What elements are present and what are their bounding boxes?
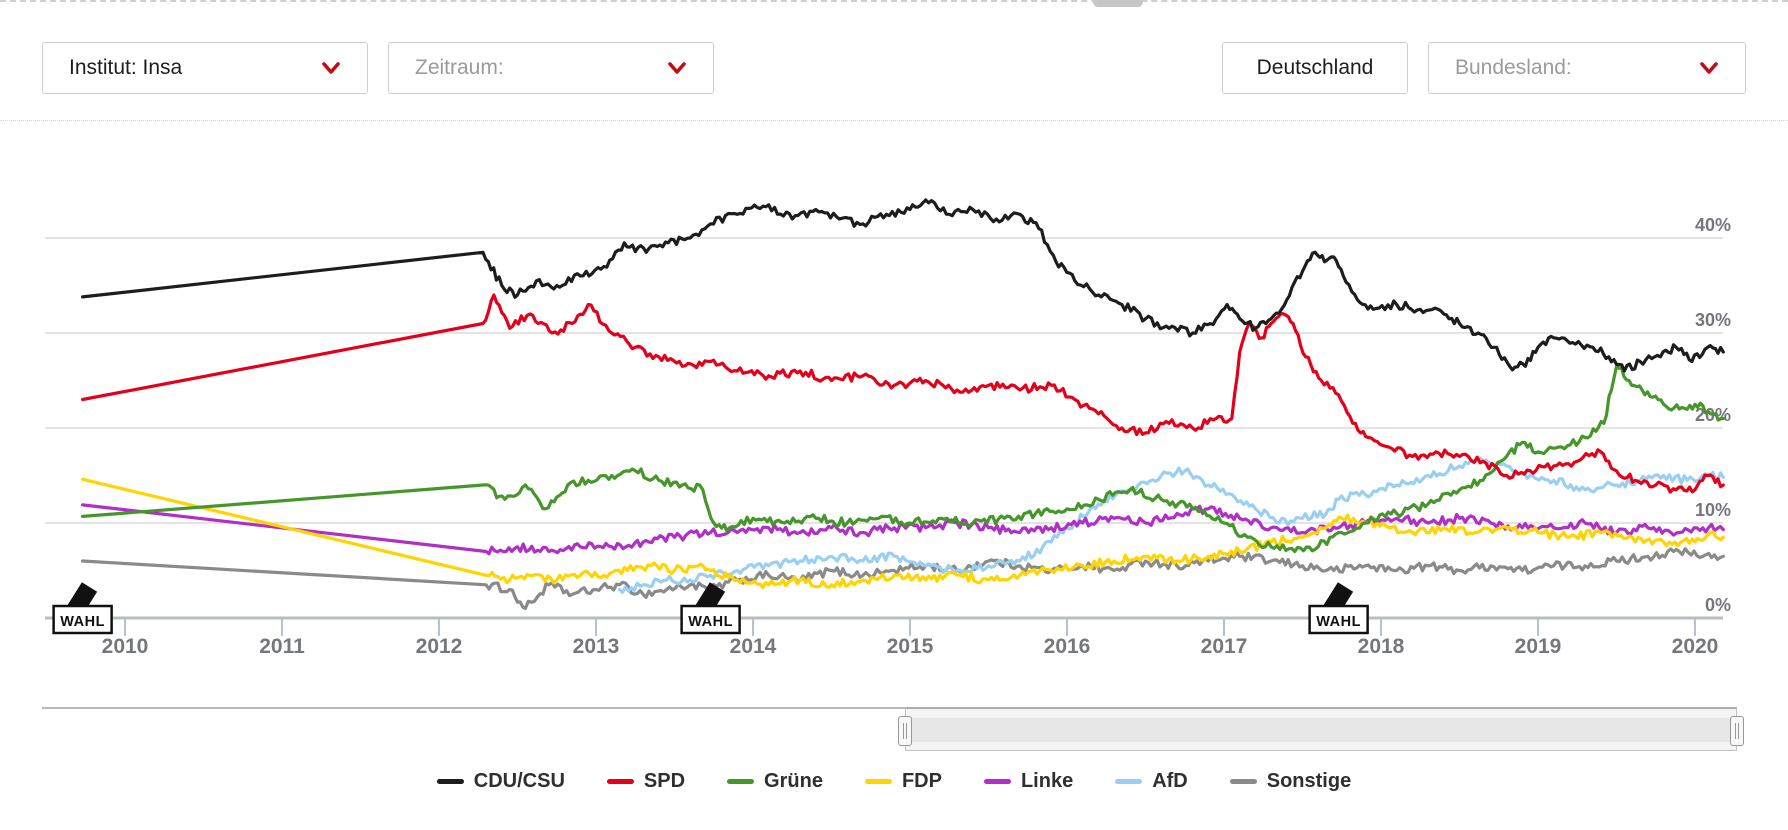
timeline-slider-track[interactable] (42, 707, 905, 709)
legend-item-cducsu[interactable]: CDU/CSU (436, 770, 565, 793)
x-tick-label: 2018 (1358, 635, 1405, 658)
series-line-fdp[interactable] (81, 477, 1725, 590)
series-line-spd[interactable] (81, 293, 1725, 494)
legend-label: AfD (1152, 770, 1188, 792)
top-cutoff-tab (1093, 0, 1143, 7)
wahl-marker-label: WAHL (60, 614, 105, 630)
x-tick-label: 2014 (730, 635, 777, 658)
series-line-sonstige[interactable] (81, 547, 1725, 611)
deutschland-button[interactable]: Deutschland (1222, 42, 1408, 94)
deutschland-button-label: Deutschland (1256, 56, 1374, 79)
bundesland-dropdown-placeholder: Bundesland: (1455, 56, 1572, 79)
wahl-election-marker: WAHL (1308, 582, 1369, 635)
wahl-election-marker: WAHL (52, 582, 113, 635)
wahl-marker-label: WAHL (688, 614, 733, 630)
x-tick-label: 2019 (1515, 635, 1562, 658)
legend-item-afd[interactable]: AfD (1115, 770, 1188, 793)
legend-item-fdp[interactable]: FDP (864, 770, 942, 793)
party-legend: CDU/CSU SPD Grüne FDP Linke AfD Sonstige (0, 770, 1788, 793)
wahl-marker-box (680, 604, 741, 635)
timeline-slider-left-handle[interactable] (898, 716, 912, 746)
institut-dropdown[interactable]: Institut: Insa (42, 42, 368, 94)
y-tick-label: 10% (1695, 500, 1731, 520)
x-tick-label: 2012 (416, 635, 463, 658)
x-tick-label: 2020 (1672, 635, 1719, 658)
x-tick-label: 2015 (887, 635, 934, 658)
legend-label: Sonstige (1266, 770, 1352, 792)
x-tick-label: 2013 (573, 635, 620, 658)
x-tick-label: 2010 (102, 635, 149, 658)
chevron-down-icon (322, 62, 340, 74)
bundesland-dropdown[interactable]: Bundesland: (1428, 42, 1746, 94)
x-tick-label: 2017 (1201, 635, 1248, 658)
y-tick-label: 40% (1695, 215, 1731, 235)
legend-label: SPD (643, 770, 686, 792)
series-line-linke[interactable] (81, 503, 1725, 556)
legend-label: Linke (1020, 770, 1074, 792)
legend-color-dash (727, 779, 755, 784)
y-tick-label: 0% (1705, 595, 1731, 615)
wahl-marker-label: WAHL (1316, 614, 1361, 630)
x-tick-label: 2016 (1044, 635, 1091, 658)
chevron-down-icon (668, 62, 686, 74)
legend-item-sonstige[interactable]: Sonstige (1229, 770, 1352, 793)
poll-line-chart: 40%30%20%10%0%2010 2011 2012 2013 2014 2015 20… (45, 198, 1731, 658)
legend-color-dash (983, 779, 1011, 784)
timeline-slider-band (906, 718, 1736, 742)
top-cutoff-dashed-border (0, 0, 1788, 2)
wahl-marker-box (1308, 604, 1369, 635)
timeline-slider-right-handle[interactable] (1730, 716, 1744, 746)
legend-color-dash (436, 779, 464, 784)
legend-color-dash (606, 779, 634, 784)
zeitraum-dropdown-placeholder: Zeitraum: (415, 56, 504, 79)
series-line-afd[interactable] (618, 456, 1725, 594)
series-line-cducsu[interactable] (81, 198, 1725, 373)
legend-label: CDU/CSU (473, 770, 565, 792)
legend-item-grne[interactable]: Grüne (727, 770, 823, 793)
legend-color-dash (864, 779, 892, 784)
y-tick-label: 30% (1695, 310, 1731, 330)
wahl-marker-box (52, 604, 113, 635)
timeline-slider-selected-range[interactable] (905, 707, 1737, 751)
legend-color-dash (1229, 779, 1257, 784)
legend-label: Grüne (764, 770, 823, 792)
zeitraum-dropdown[interactable]: Zeitraum: (388, 42, 714, 94)
legend-item-spd[interactable]: SPD (606, 770, 686, 793)
chevron-down-icon (1700, 62, 1718, 74)
header-separator (0, 120, 1788, 121)
series-line-grne[interactable] (81, 364, 1725, 554)
legend-item-linke[interactable]: Linke (983, 770, 1074, 793)
legend-color-dash (1115, 779, 1143, 784)
x-tick-label: 2011 (259, 635, 305, 658)
wahl-election-marker: WAHL (680, 582, 741, 635)
institut-dropdown-label: Institut: Insa (69, 56, 183, 79)
legend-label: FDP (901, 770, 942, 792)
